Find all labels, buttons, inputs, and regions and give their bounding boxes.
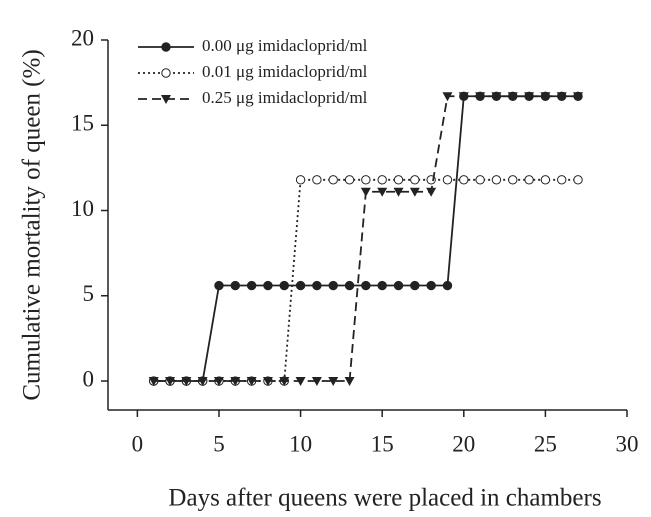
marker bbox=[360, 187, 371, 197]
marker bbox=[458, 92, 469, 102]
series-line bbox=[153, 95, 579, 382]
marker bbox=[295, 175, 306, 185]
y-tick-label: 0 bbox=[83, 366, 95, 391]
marker bbox=[442, 175, 453, 185]
marker bbox=[328, 175, 338, 185]
marker bbox=[393, 187, 404, 197]
marker bbox=[508, 175, 518, 185]
x-tick-label: 25 bbox=[534, 431, 557, 456]
marker bbox=[393, 175, 404, 185]
marker bbox=[377, 280, 387, 291]
marker bbox=[377, 175, 387, 185]
marker bbox=[312, 175, 322, 185]
x-tick-label: 0 bbox=[132, 431, 144, 456]
marker bbox=[377, 187, 388, 197]
marker bbox=[344, 377, 355, 387]
marker bbox=[459, 175, 469, 185]
marker bbox=[540, 175, 551, 185]
marker bbox=[328, 280, 338, 291]
marker bbox=[165, 377, 176, 387]
marker bbox=[181, 377, 192, 387]
y-tick-label: 20 bbox=[71, 25, 94, 50]
marker bbox=[540, 92, 551, 102]
marker bbox=[161, 68, 171, 78]
marker bbox=[311, 377, 322, 387]
x-tick-label: 15 bbox=[371, 431, 394, 456]
marker bbox=[279, 377, 290, 387]
marker bbox=[295, 280, 306, 291]
marker bbox=[507, 92, 518, 102]
marker bbox=[361, 280, 371, 291]
marker bbox=[524, 175, 534, 185]
marker bbox=[161, 42, 171, 52]
y-tick-label: 5 bbox=[83, 281, 95, 306]
marker bbox=[246, 280, 257, 291]
marker bbox=[442, 92, 453, 102]
marker bbox=[344, 280, 355, 291]
marker bbox=[213, 377, 224, 387]
marker bbox=[230, 280, 241, 291]
marker bbox=[361, 175, 371, 185]
marker bbox=[475, 175, 485, 185]
marker bbox=[491, 175, 502, 185]
y-tick-label: 10 bbox=[71, 196, 94, 221]
marker bbox=[197, 377, 208, 387]
marker bbox=[263, 280, 273, 291]
marker bbox=[328, 377, 339, 387]
marker bbox=[246, 377, 257, 387]
series-line bbox=[153, 95, 579, 382]
x-tick-label: 20 bbox=[452, 431, 475, 456]
marker bbox=[557, 175, 567, 185]
marker bbox=[409, 187, 420, 197]
marker bbox=[442, 280, 453, 291]
marker bbox=[426, 280, 436, 291]
marker bbox=[410, 175, 420, 185]
marker bbox=[312, 280, 322, 291]
legend-label: 0.01 μg imidacloprid/ml bbox=[202, 62, 368, 81]
marker bbox=[426, 187, 437, 197]
marker bbox=[295, 377, 306, 387]
x-tick-label: 10 bbox=[289, 431, 312, 456]
marker bbox=[491, 92, 502, 102]
marker bbox=[475, 92, 486, 102]
marker bbox=[148, 377, 159, 387]
legend-label: 0.25 μg imidacloprid/ml bbox=[202, 88, 368, 107]
marker bbox=[393, 280, 404, 291]
x-tick-label: 30 bbox=[616, 431, 639, 456]
x-tick-label: 5 bbox=[213, 431, 225, 456]
x-axis-title: Days after queens were placed in chamber… bbox=[168, 485, 601, 512]
marker bbox=[573, 175, 583, 185]
marker bbox=[230, 377, 241, 387]
marker bbox=[573, 92, 584, 102]
marker bbox=[214, 280, 224, 291]
marker bbox=[344, 175, 355, 185]
y-tick-label: 15 bbox=[71, 111, 94, 136]
legend-label: 0.00 μg imidacloprid/ml bbox=[202, 36, 368, 55]
marker bbox=[161, 95, 171, 104]
marker bbox=[410, 280, 420, 291]
y-axis-title: Cumulative mortality of queen (%) bbox=[19, 49, 46, 400]
series-line bbox=[153, 178, 579, 382]
marker bbox=[262, 377, 273, 387]
marker bbox=[556, 92, 567, 102]
marker bbox=[524, 92, 535, 102]
marker bbox=[279, 280, 289, 291]
